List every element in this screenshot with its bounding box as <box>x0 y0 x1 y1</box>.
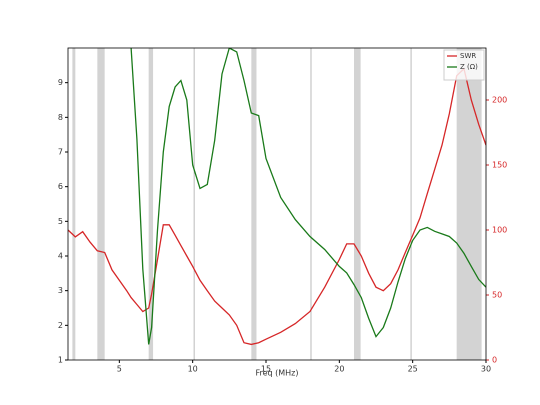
x-axis-label: Freq (MHz) <box>255 369 298 378</box>
y-tick-label: 1 <box>58 356 63 365</box>
x-tick-label: 25 <box>408 365 418 374</box>
y-tick-label: 5 <box>58 217 63 226</box>
y2-tick-label: 150 <box>492 161 507 170</box>
y2-tick-label: 200 <box>492 96 507 105</box>
x-tick-label: 15 <box>261 365 271 374</box>
legend-label: Z (Ω) <box>460 63 478 71</box>
legend-label: SWR <box>460 52 476 60</box>
y2-tick-label: 100 <box>492 226 507 235</box>
y2-tick-label: 50 <box>492 291 502 300</box>
plot-background <box>72 48 482 360</box>
band <box>72 48 76 360</box>
y-tick-label: 6 <box>58 182 63 191</box>
plot-frame <box>67 47 487 361</box>
x-tick-label: 10 <box>188 365 198 374</box>
y-tick-label: 9 <box>58 78 63 87</box>
x-tick-label: 30 <box>481 365 491 374</box>
x-tick-label: 20 <box>334 365 344 374</box>
series-line <box>68 67 486 346</box>
y-tick-label: 8 <box>58 113 63 122</box>
band <box>354 48 361 360</box>
y-tick-label: 4 <box>58 252 63 261</box>
band <box>97 48 105 360</box>
y-tick-label: 2 <box>58 321 63 330</box>
legend-box <box>443 49 485 81</box>
y-tick-label: 7 <box>58 148 63 157</box>
band <box>456 48 482 360</box>
y2-tick-label: 0 <box>492 356 497 365</box>
y-tick-label: 3 <box>58 286 63 295</box>
band <box>251 48 257 360</box>
band <box>148 48 154 360</box>
series-line <box>130 48 486 345</box>
x-tick-label: 5 <box>117 365 122 374</box>
